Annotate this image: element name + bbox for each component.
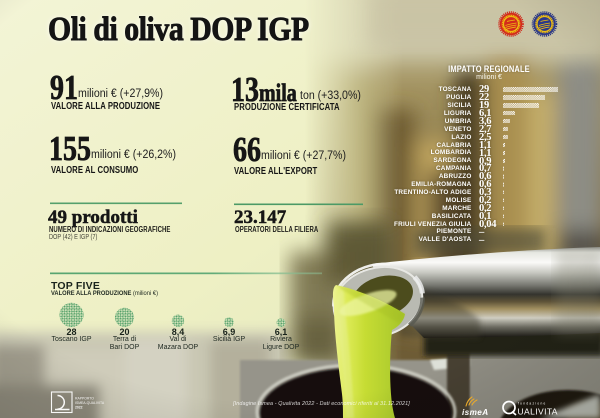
svg-text:fondazione: fondazione: [518, 402, 547, 406]
svg-text:ISMEA-QUALIVITA: ISMEA-QUALIVITA: [75, 401, 105, 405]
svg-text:2022: 2022: [75, 406, 83, 410]
svg-text:UALIVITA: UALIVITA: [518, 407, 558, 417]
svg-text:RAPPORTO: RAPPORTO: [75, 397, 94, 401]
svg-text:ismeA: ismeA: [462, 408, 489, 417]
